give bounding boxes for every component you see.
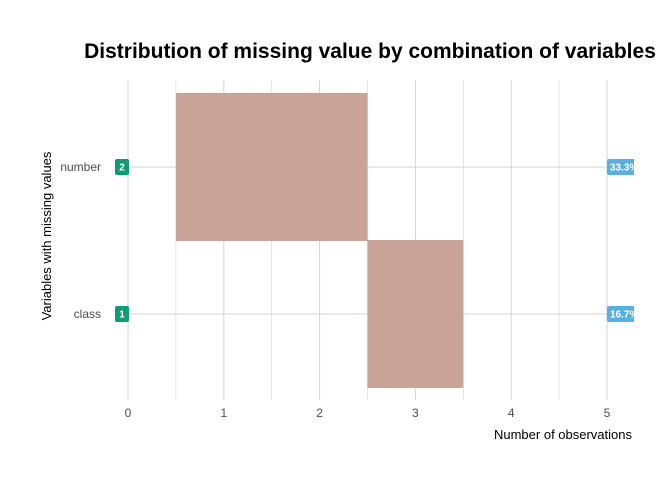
left-count-badge: 2: [115, 159, 129, 175]
bar-number: [175, 93, 368, 241]
x-tick-label: 3: [412, 406, 419, 420]
left-badge-label: 1: [119, 310, 125, 321]
x-tick-label: 4: [508, 406, 515, 420]
x-tick-label: 2: [316, 406, 323, 420]
badge-layer: 2 1 33.3% 16.7%: [115, 159, 638, 322]
bar-layer: [175, 93, 464, 388]
x-tick-label: 5: [604, 406, 611, 420]
y-tick-label-class: class: [74, 307, 101, 321]
right-badge-label: 33.3%: [610, 163, 638, 174]
left-badge-box: [115, 159, 129, 175]
x-axis-title: Number of observations: [494, 427, 633, 442]
bar-class: [367, 240, 464, 388]
left-badge-box: [115, 306, 129, 322]
left-badge-label: 2: [119, 163, 125, 174]
x-tick-label: 1: [220, 406, 227, 420]
tick-layer: 0 1 2 3 4 5 number class: [60, 160, 610, 420]
right-badge-box: [607, 159, 634, 175]
right-percent-badge: 16.7%: [607, 306, 638, 322]
chart-title: Distribution of missing value by combina…: [84, 40, 656, 63]
y-axis-title: Variables with missing values: [39, 151, 54, 320]
right-badge-label: 16.7%: [610, 310, 638, 321]
y-tick-label-number: number: [60, 160, 101, 174]
left-count-badge: 1: [115, 306, 129, 322]
right-percent-badge: 33.3%: [607, 159, 638, 175]
x-tick-label: 0: [125, 406, 132, 420]
right-badge-box: [607, 306, 634, 322]
